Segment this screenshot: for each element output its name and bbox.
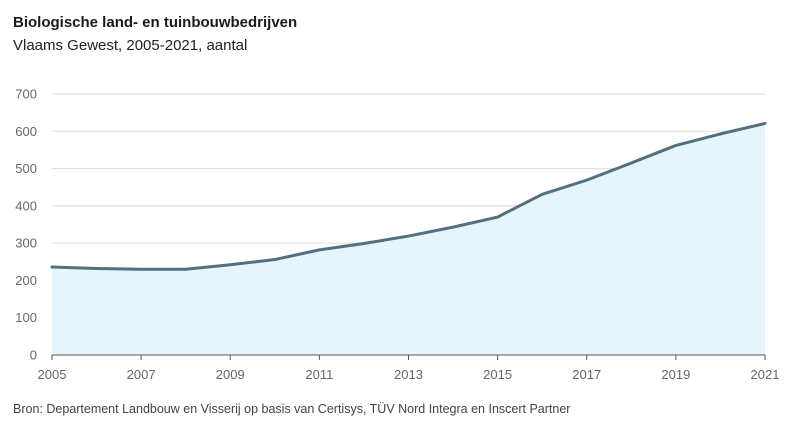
series-line (50, 121, 767, 271)
area-fill (52, 123, 765, 355)
x-tick-label: 2019 (661, 367, 690, 382)
y-tick-label: 300 (15, 236, 37, 251)
y-tick-label: 400 (15, 198, 37, 213)
x-tick-label: 2009 (216, 367, 245, 382)
y-tick-label: 100 (15, 310, 37, 325)
source-note: Bron: Departement Landbouw en Visserij o… (13, 402, 571, 416)
x-tick-label: 2015 (483, 367, 512, 382)
x-tick-label: 2011 (305, 367, 333, 382)
area-layer (52, 123, 765, 355)
y-axis: 0 100 200 300 400 500 600 700 (15, 87, 37, 363)
y-tick-label: 700 (15, 87, 37, 102)
y-tick-label: 200 (15, 273, 37, 288)
x-tick-label: 2017 (572, 367, 601, 382)
x-tick-label: 2013 (394, 367, 423, 382)
x-tick-label: 2005 (38, 367, 67, 382)
x-axis: 2005 2007 2009 2011 2013 2015 2017 2019 2021 (38, 354, 780, 382)
chart-title: Biologische land- en tuinbouwbedrijven (13, 14, 298, 31)
chart-subtitle: Vlaams Gewest, 2005-2021, aantal (13, 37, 248, 54)
y-tick-label: 500 (15, 161, 37, 176)
y-tick-label: 0 (30, 348, 37, 363)
line-layer (50, 121, 767, 271)
y-tick-label: 600 (15, 124, 37, 139)
x-tick-label: 2007 (127, 367, 156, 382)
x-tick-label: 2021 (751, 367, 780, 382)
